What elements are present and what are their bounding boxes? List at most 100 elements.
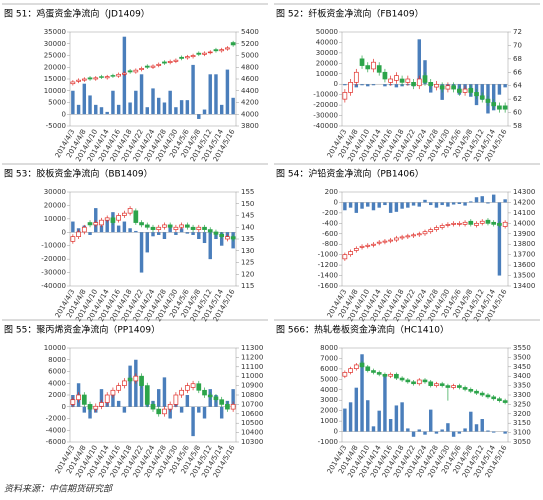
candle-body [382, 240, 388, 243]
y-tick-label: 6000 [48, 368, 66, 376]
candle-body [162, 408, 167, 415]
bar [383, 376, 387, 432]
chart-title: 图 55：聚丙烯资金净流向（PP1409） [4, 324, 160, 336]
bar [348, 402, 353, 432]
y2-tick-label: 10900 [241, 382, 263, 390]
y2-tick-label: 66 [513, 68, 522, 76]
bar [116, 400, 121, 407]
y2-tick-label: 10500 [241, 419, 263, 427]
bar [82, 406, 87, 413]
candle-body [422, 231, 428, 235]
bar [383, 202, 387, 206]
bar [406, 428, 410, 432]
bar [503, 431, 507, 434]
bar [105, 218, 109, 233]
candle-body [81, 78, 87, 81]
bar [491, 194, 496, 203]
bar [208, 74, 212, 115]
candle-body [365, 366, 371, 371]
bar [231, 389, 235, 407]
bar [451, 202, 456, 205]
candle-body [207, 229, 213, 233]
bar [486, 430, 490, 432]
candle-body [104, 394, 110, 403]
candle-body [190, 383, 196, 388]
bar [423, 431, 427, 435]
y2-tick-label: 14100 [513, 209, 535, 217]
candle-body [399, 78, 405, 83]
candle-body [456, 385, 462, 388]
candle-body [173, 226, 179, 230]
candle-body [497, 222, 502, 226]
y2-tick-label: 13500 [513, 272, 535, 280]
candle-body [456, 88, 462, 93]
source-note: 资料来源：中信期货研究部 [4, 484, 114, 495]
candle-body [405, 235, 411, 238]
y2-tick-label: 3550 [513, 344, 531, 352]
candle-body [371, 243, 376, 246]
bar [394, 202, 399, 212]
bar [174, 107, 178, 115]
y-tick-label: 3000 [320, 396, 338, 404]
y2-tick-label: 3200 [513, 410, 531, 418]
candle-body [93, 77, 99, 80]
candle-body [405, 78, 411, 83]
bar [99, 107, 104, 115]
candle-body [184, 56, 190, 59]
candle-body [353, 71, 359, 83]
bar [360, 202, 364, 209]
bar [423, 199, 427, 203]
y-tick-label: -200 [322, 209, 338, 217]
candle-body [202, 226, 207, 230]
bar [400, 202, 404, 209]
candle-body [376, 65, 382, 73]
bar [417, 39, 421, 85]
y-tick-label: 4000 [320, 386, 338, 394]
candle-body [162, 224, 167, 228]
y2-tick-label: 64 [513, 82, 522, 90]
bar [122, 406, 127, 413]
y2-tick-label: 5400 [241, 28, 259, 36]
candle-body [179, 389, 184, 396]
y2-tick-label: 3350 [513, 382, 531, 390]
candle-body [173, 394, 179, 405]
bar [366, 400, 370, 432]
candle-body [353, 248, 359, 251]
bar [371, 202, 376, 211]
candle-body [230, 404, 236, 410]
plot-frame [341, 191, 509, 287]
candle-body [445, 385, 451, 388]
bar [377, 410, 381, 432]
candle-body [219, 399, 225, 405]
y2-tick-label: 3250 [513, 400, 531, 408]
candle-body [428, 229, 434, 233]
candle-body [150, 226, 156, 230]
bar [157, 97, 161, 115]
candle-body [190, 55, 196, 58]
y-tick-label: 0 [334, 80, 338, 88]
bar [168, 406, 172, 419]
candle-body [479, 220, 485, 224]
bar [451, 431, 456, 437]
bar [400, 402, 404, 432]
y2-tick-label: 13400 [513, 282, 535, 290]
candle-body [93, 405, 99, 410]
candle-body [190, 226, 196, 230]
candle-body [485, 219, 491, 224]
candle-body [70, 81, 76, 85]
bar [99, 225, 104, 233]
y-tick-label: -40000 [313, 122, 338, 130]
candle-body [462, 88, 468, 93]
y-tick-label: 50000 [316, 28, 338, 36]
y2-tick-label: 3100 [513, 429, 531, 437]
candle-body [376, 372, 382, 375]
chart-title: 图 53：胶板资金净流向（BB1409） [4, 168, 153, 180]
bar [94, 104, 98, 115]
candle-body [474, 222, 479, 226]
bar [197, 232, 201, 239]
candle-body [428, 381, 434, 386]
bar [151, 232, 155, 237]
candle-body [451, 222, 456, 225]
y2-tick-label: 4800 [241, 63, 259, 71]
bar [440, 202, 444, 206]
